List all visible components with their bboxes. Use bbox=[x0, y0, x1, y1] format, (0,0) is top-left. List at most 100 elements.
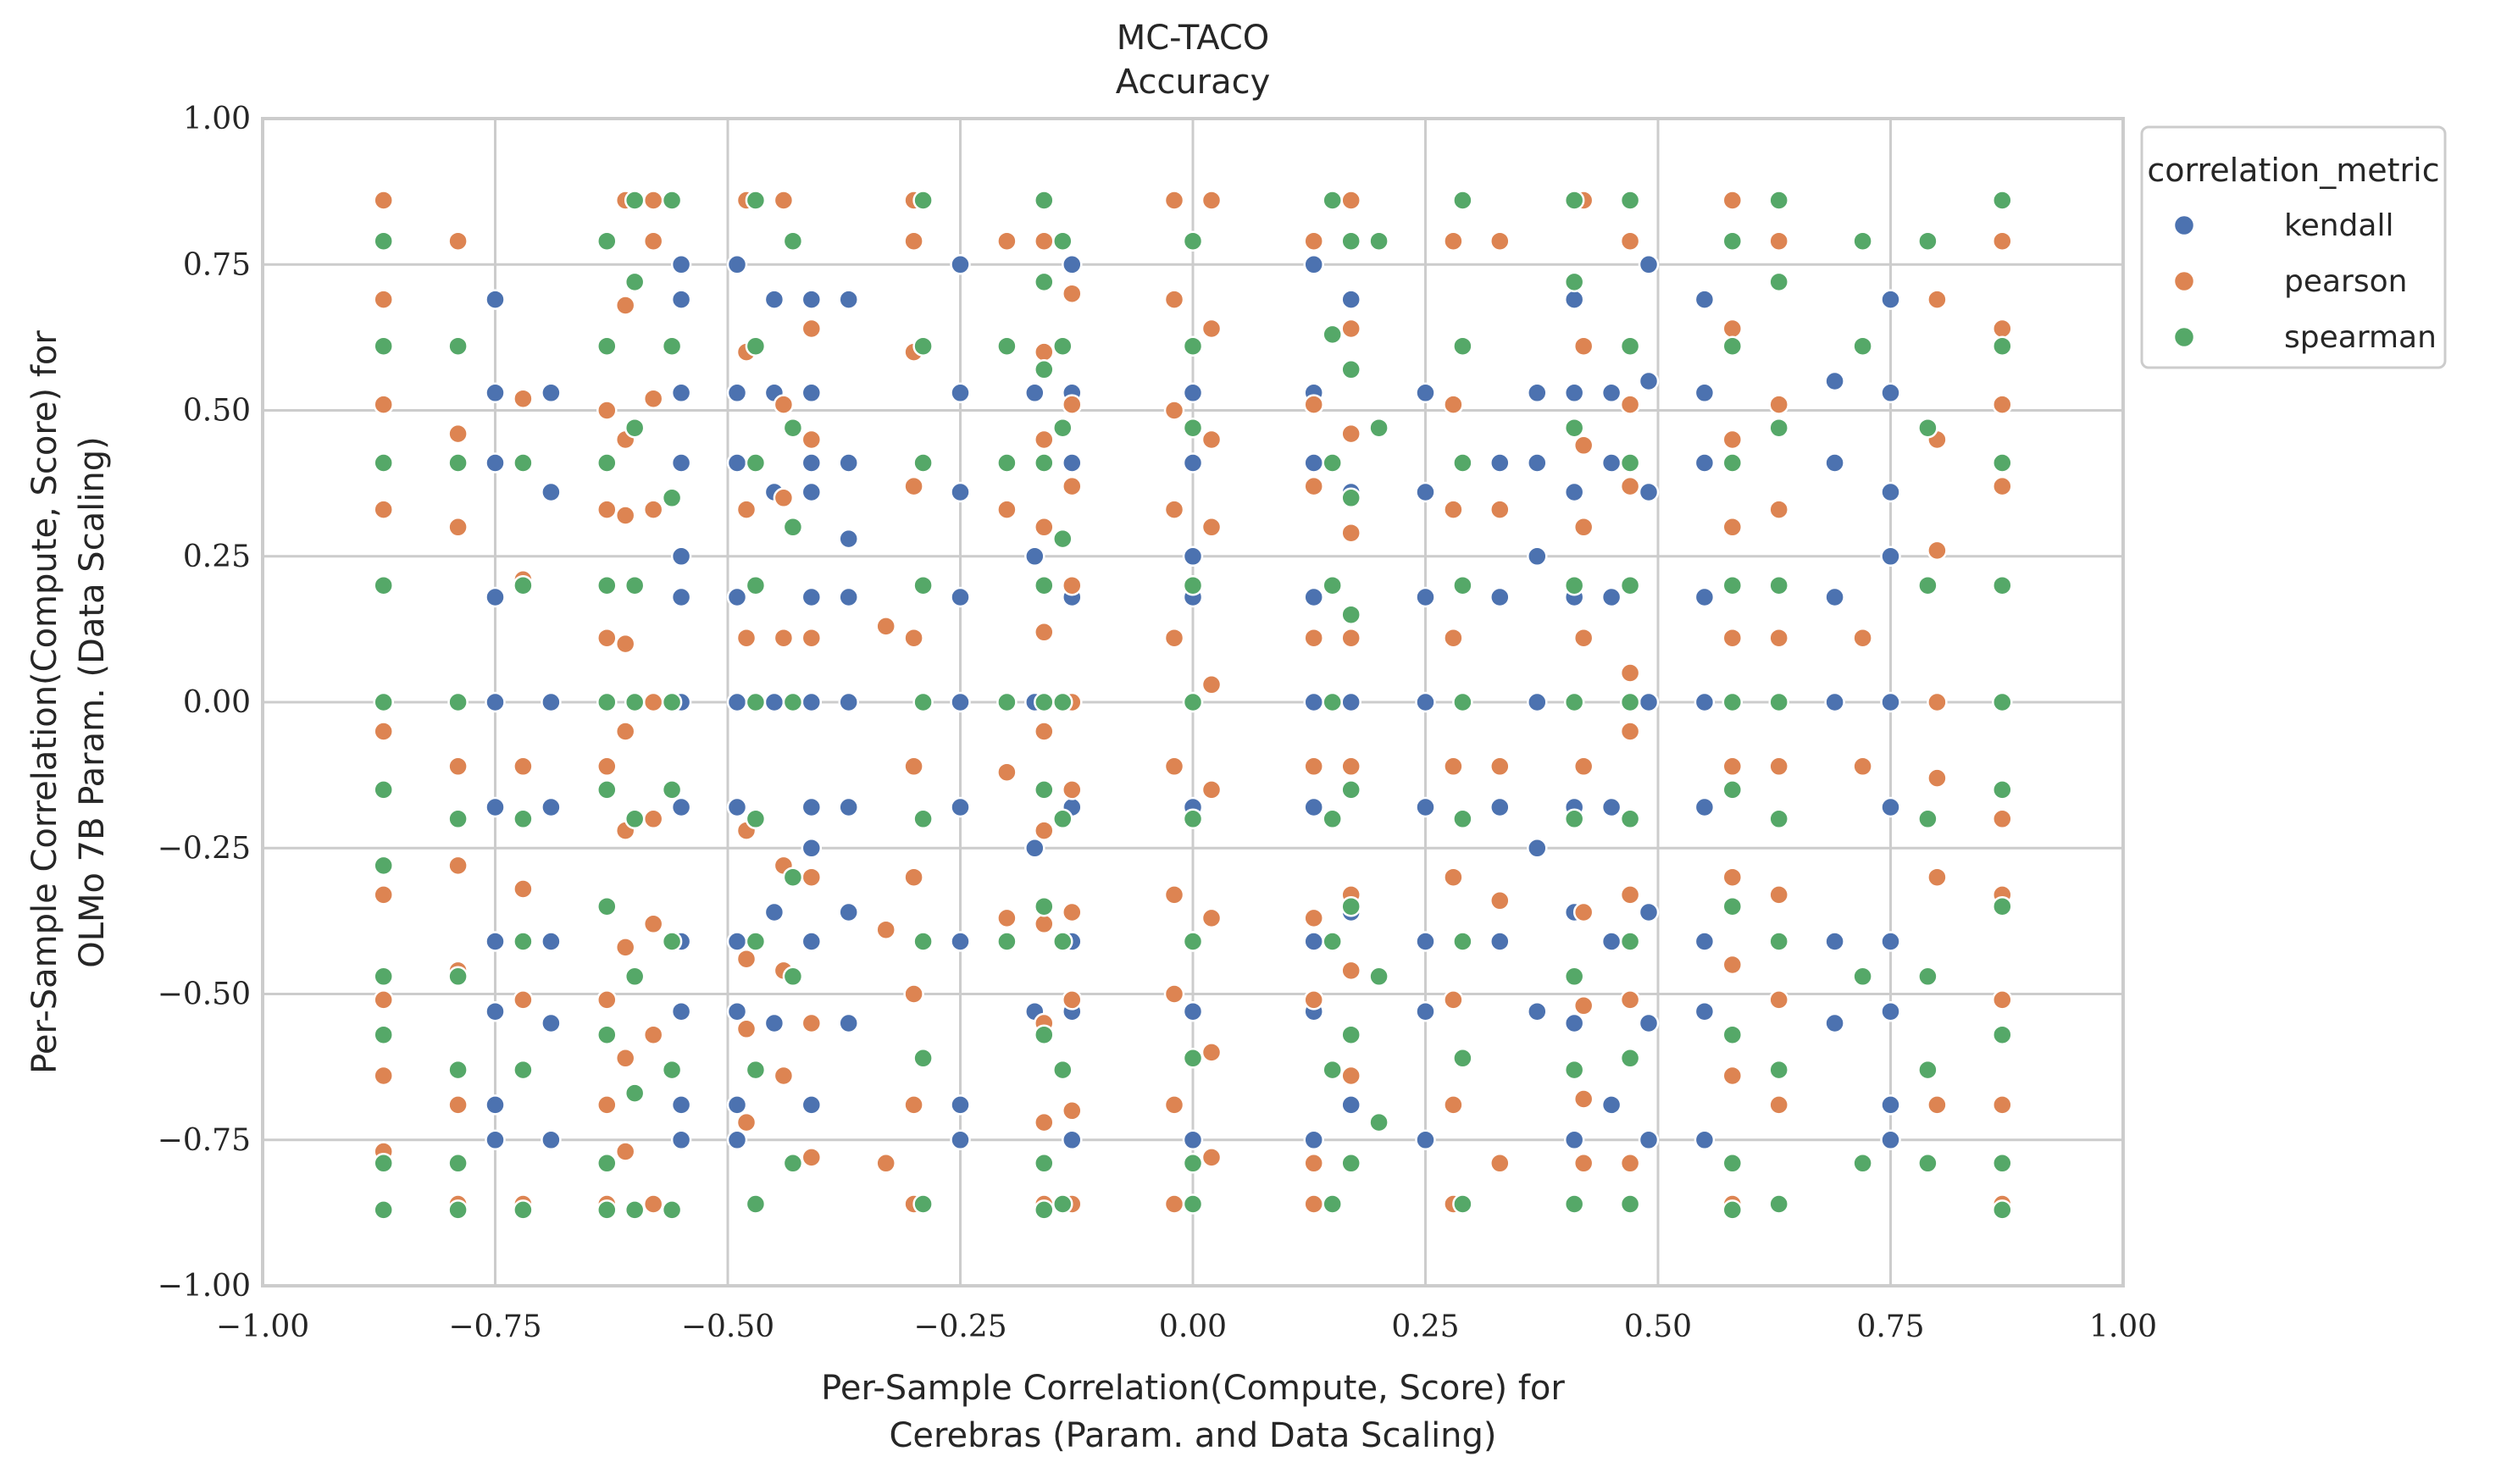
data-point-pearson bbox=[1768, 756, 1789, 778]
data-point-pearson bbox=[996, 499, 1018, 520]
data-point-kendall bbox=[1182, 452, 1204, 473]
data-point-pearson bbox=[1303, 1193, 1324, 1215]
data-point-pearson bbox=[1768, 989, 1789, 1011]
data-point-spearman bbox=[373, 230, 394, 252]
y-tick-labels: −1.00 −0.75 −0.50 −0.25 0.00 0.25 0.50 0.75 1.00 bbox=[158, 102, 251, 1304]
data-point-pearson bbox=[903, 475, 924, 497]
data-point-spearman bbox=[1722, 691, 1744, 713]
data-point-kendall bbox=[838, 901, 859, 923]
data-point-spearman bbox=[373, 691, 394, 713]
legend-marker-pearson bbox=[2172, 269, 2196, 293]
data-point-spearman bbox=[1992, 1199, 2013, 1221]
data-point-pearson bbox=[1489, 499, 1511, 520]
data-point-pearson bbox=[1443, 230, 1464, 252]
data-point-spearman bbox=[1619, 452, 1641, 473]
data-point-spearman bbox=[912, 574, 934, 596]
data-point-pearson bbox=[1722, 954, 1744, 976]
data-point-pearson bbox=[1163, 400, 1185, 421]
data-point-pearson bbox=[596, 400, 618, 421]
data-point-pearson bbox=[1572, 995, 1594, 1016]
data-point-pearson bbox=[1768, 884, 1789, 905]
data-point-pearson bbox=[735, 627, 757, 649]
data-point-pearson bbox=[1443, 867, 1464, 888]
data-point-kendall bbox=[1415, 931, 1436, 952]
data-point-pearson bbox=[596, 756, 618, 778]
data-point-kendall bbox=[1062, 452, 1083, 473]
data-point-kendall bbox=[801, 838, 823, 859]
data-point-pearson bbox=[1201, 517, 1223, 538]
data-point-kendall bbox=[485, 1094, 506, 1116]
y-tick-label: 0.75 bbox=[183, 247, 251, 282]
data-point-pearson bbox=[1927, 691, 1948, 713]
data-point-spearman bbox=[1034, 1199, 1055, 1221]
data-point-spearman bbox=[624, 1199, 646, 1221]
data-point-kendall bbox=[1489, 931, 1511, 952]
data-point-spearman bbox=[1340, 230, 1361, 252]
data-point-spearman bbox=[1182, 417, 1204, 439]
data-point-kendall bbox=[1638, 901, 1660, 923]
data-point-pearson bbox=[1062, 574, 1083, 596]
data-point-kendall bbox=[1563, 1129, 1585, 1151]
data-point-kendall bbox=[838, 796, 859, 818]
data-point-kendall bbox=[1303, 254, 1324, 275]
data-point-pearson bbox=[801, 1147, 823, 1168]
y-axis-label-line2: OLMo 7B Param. (Data Scaling) bbox=[73, 436, 112, 968]
data-point-pearson bbox=[1992, 318, 2013, 340]
data-point-pearson bbox=[642, 1193, 664, 1215]
data-point-spearman bbox=[624, 190, 646, 211]
data-point-kendall bbox=[670, 1094, 692, 1116]
data-point-spearman bbox=[447, 691, 469, 713]
data-point-pearson bbox=[1303, 627, 1324, 649]
data-point-kendall bbox=[838, 691, 859, 713]
data-point-pearson bbox=[1163, 627, 1185, 649]
data-point-pearson bbox=[373, 190, 394, 211]
data-point-kendall bbox=[1024, 545, 1045, 568]
data-point-pearson bbox=[373, 721, 394, 742]
data-point-spearman bbox=[1368, 966, 1389, 988]
x-tick-label: −1.00 bbox=[216, 1310, 309, 1344]
data-point-kendall bbox=[1694, 289, 1716, 310]
data-point-spearman bbox=[912, 931, 934, 952]
data-point-spearman bbox=[1452, 452, 1473, 473]
data-point-spearman bbox=[782, 1153, 804, 1174]
data-point-pearson bbox=[447, 423, 469, 445]
data-point-pearson bbox=[614, 1048, 636, 1069]
data-point-spearman bbox=[624, 691, 646, 713]
data-point-spearman bbox=[1034, 452, 1055, 473]
data-point-pearson bbox=[1722, 867, 1744, 888]
data-point-spearman bbox=[373, 335, 394, 357]
x-tick-label: 0.50 bbox=[1624, 1310, 1692, 1344]
data-point-spearman bbox=[1563, 190, 1585, 211]
data-point-spearman bbox=[1722, 1199, 1744, 1221]
data-point-spearman bbox=[1917, 574, 1938, 596]
data-point-pearson bbox=[996, 761, 1018, 783]
data-point-spearman bbox=[1052, 931, 1073, 952]
data-point-kendall bbox=[1340, 691, 1361, 713]
data-point-kendall bbox=[1638, 481, 1660, 503]
data-point-pearson bbox=[903, 867, 924, 888]
data-point-pearson bbox=[1722, 517, 1744, 538]
data-point-kendall bbox=[1527, 1000, 1548, 1022]
data-point-kendall bbox=[1880, 382, 1901, 404]
data-point-pearson bbox=[1443, 394, 1464, 415]
data-point-kendall bbox=[726, 586, 748, 608]
data-point-kendall bbox=[726, 691, 748, 713]
data-point-pearson bbox=[735, 499, 757, 520]
data-point-kendall bbox=[1638, 1012, 1660, 1034]
data-point-pearson bbox=[1163, 983, 1185, 1005]
data-point-kendall bbox=[1489, 796, 1511, 818]
data-point-spearman bbox=[1452, 691, 1473, 713]
data-point-pearson bbox=[1572, 756, 1594, 778]
data-point-pearson bbox=[996, 907, 1018, 929]
data-point-spearman bbox=[1340, 604, 1361, 625]
data-point-kendall bbox=[801, 931, 823, 952]
data-point-spearman bbox=[1052, 335, 1073, 357]
data-point-pearson bbox=[1340, 1065, 1361, 1087]
legend-marker-spearman bbox=[2172, 325, 2196, 349]
data-point-pearson bbox=[1619, 662, 1641, 684]
data-point-kendall bbox=[1303, 586, 1324, 608]
data-point-spearman bbox=[1852, 335, 1873, 357]
data-point-pearson bbox=[1163, 190, 1185, 211]
data-point-pearson bbox=[614, 295, 636, 316]
legend-items: kendall pearson spearman bbox=[2172, 208, 2437, 355]
